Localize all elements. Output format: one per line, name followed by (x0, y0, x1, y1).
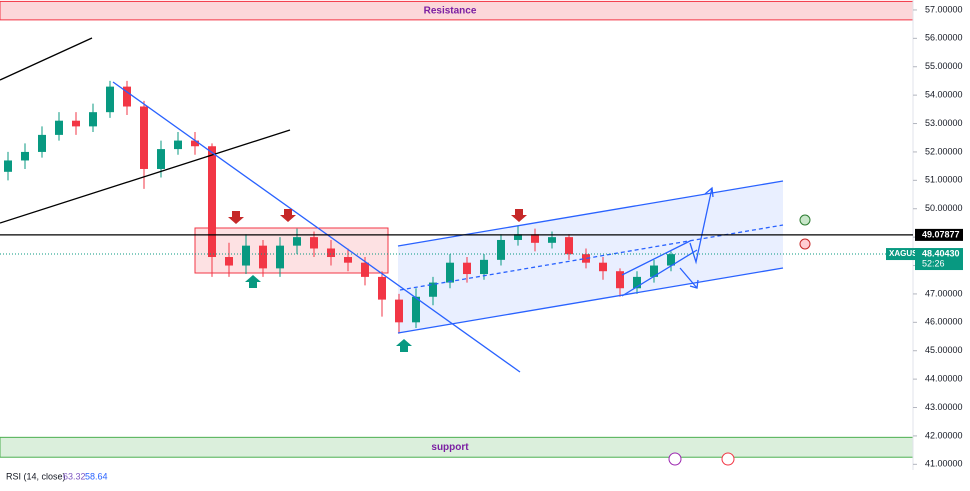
candle-body (174, 140, 182, 150)
y-tick-label: 55.00000 (925, 61, 963, 71)
candle-body (89, 112, 97, 127)
arrow-head (689, 279, 699, 289)
candle-body (123, 86, 131, 107)
candle-body (633, 276, 641, 289)
candle-body (582, 254, 590, 263)
path-arrow (689, 187, 713, 265)
candle-body (531, 234, 539, 243)
candle-body (514, 234, 522, 240)
candle-body (344, 257, 352, 263)
candle-body (650, 265, 658, 277)
y-tick-label: 51.00000 (925, 175, 963, 185)
candle-body (378, 276, 386, 300)
candle-body (565, 237, 573, 255)
candle-body (310, 237, 318, 249)
candle-body (497, 239, 505, 260)
candle-body (548, 237, 556, 243)
candle-body (106, 86, 114, 113)
countdown-label: 52:26 (922, 258, 945, 268)
y-tick-label: 57.00000 (925, 4, 963, 14)
rsi-value: 63.32 (63, 471, 86, 481)
candle-body (463, 262, 471, 275)
path-arrow (679, 267, 698, 289)
candle-body (4, 160, 12, 172)
zone-label: support (431, 442, 469, 453)
price-tag (886, 248, 920, 261)
candle-body (616, 271, 624, 289)
candle-body (293, 237, 301, 246)
candle-body (276, 245, 284, 269)
candle-body (599, 262, 607, 272)
candle-body (395, 299, 403, 323)
y-tick-label: 43.00000 (925, 402, 963, 412)
symbol-label: XAGUSD (889, 249, 923, 258)
candle-body (157, 149, 165, 169)
down-arrow (228, 211, 244, 224)
y-tick-label: 52.00000 (925, 146, 963, 156)
candle-body (242, 245, 250, 266)
rsi-value: 58.64 (85, 471, 108, 481)
candle-body (446, 262, 454, 283)
candle-body (72, 120, 80, 127)
candle-body (429, 282, 437, 297)
candle-body (480, 259, 488, 275)
candle-body (21, 151, 29, 161)
wedge-line (621, 240, 691, 276)
last-price-label: 48.40430 (922, 248, 960, 258)
candle-body (140, 106, 148, 169)
candle-body (208, 146, 216, 258)
candle-body (412, 296, 420, 323)
event-icon (668, 452, 682, 466)
up-arrow (245, 275, 261, 288)
down-arrow (280, 209, 296, 222)
y-tick-label: 56.00000 (925, 33, 963, 43)
y-tick-label: 54.00000 (925, 90, 963, 100)
y-tick-label: 42.00000 (925, 430, 963, 440)
candle-body (259, 245, 267, 269)
channel-mid (399, 224, 784, 291)
candle-body (38, 134, 46, 152)
y-tick-label: 41.00000 (925, 459, 963, 469)
level-label: 49.07877 (922, 229, 960, 239)
candle-body (361, 262, 369, 277)
level-tag (915, 228, 963, 241)
y-tick-label: 45.00000 (925, 345, 963, 355)
candle-body (225, 257, 233, 266)
wedge-line (621, 249, 698, 297)
price-tag (915, 248, 963, 271)
down-arrow (511, 209, 527, 222)
trend-line (0, 37, 93, 81)
candle-body (191, 140, 199, 147)
markers (228, 209, 811, 466)
zone-label: Resistance (424, 5, 477, 16)
channel-bottom (397, 267, 784, 334)
y-tick-label: 44.00000 (925, 373, 963, 383)
up-arrow (396, 339, 412, 352)
candle-body (667, 254, 675, 266)
y-tick-label: 46.00000 (925, 317, 963, 327)
candle-body (327, 248, 335, 258)
rsi-label: RSI (14, close) (6, 471, 66, 481)
y-tick-label: 47.00000 (925, 288, 963, 298)
arrow-head (704, 186, 714, 198)
buy-marker (799, 214, 811, 226)
sell-marker (799, 238, 811, 250)
y-tick-label: 53.00000 (925, 118, 963, 128)
candle-body (55, 120, 63, 135)
trend-line (0, 129, 291, 224)
event-icon (721, 452, 735, 466)
channel-fill (398, 181, 783, 333)
y-tick-label: 50.00000 (925, 203, 963, 213)
